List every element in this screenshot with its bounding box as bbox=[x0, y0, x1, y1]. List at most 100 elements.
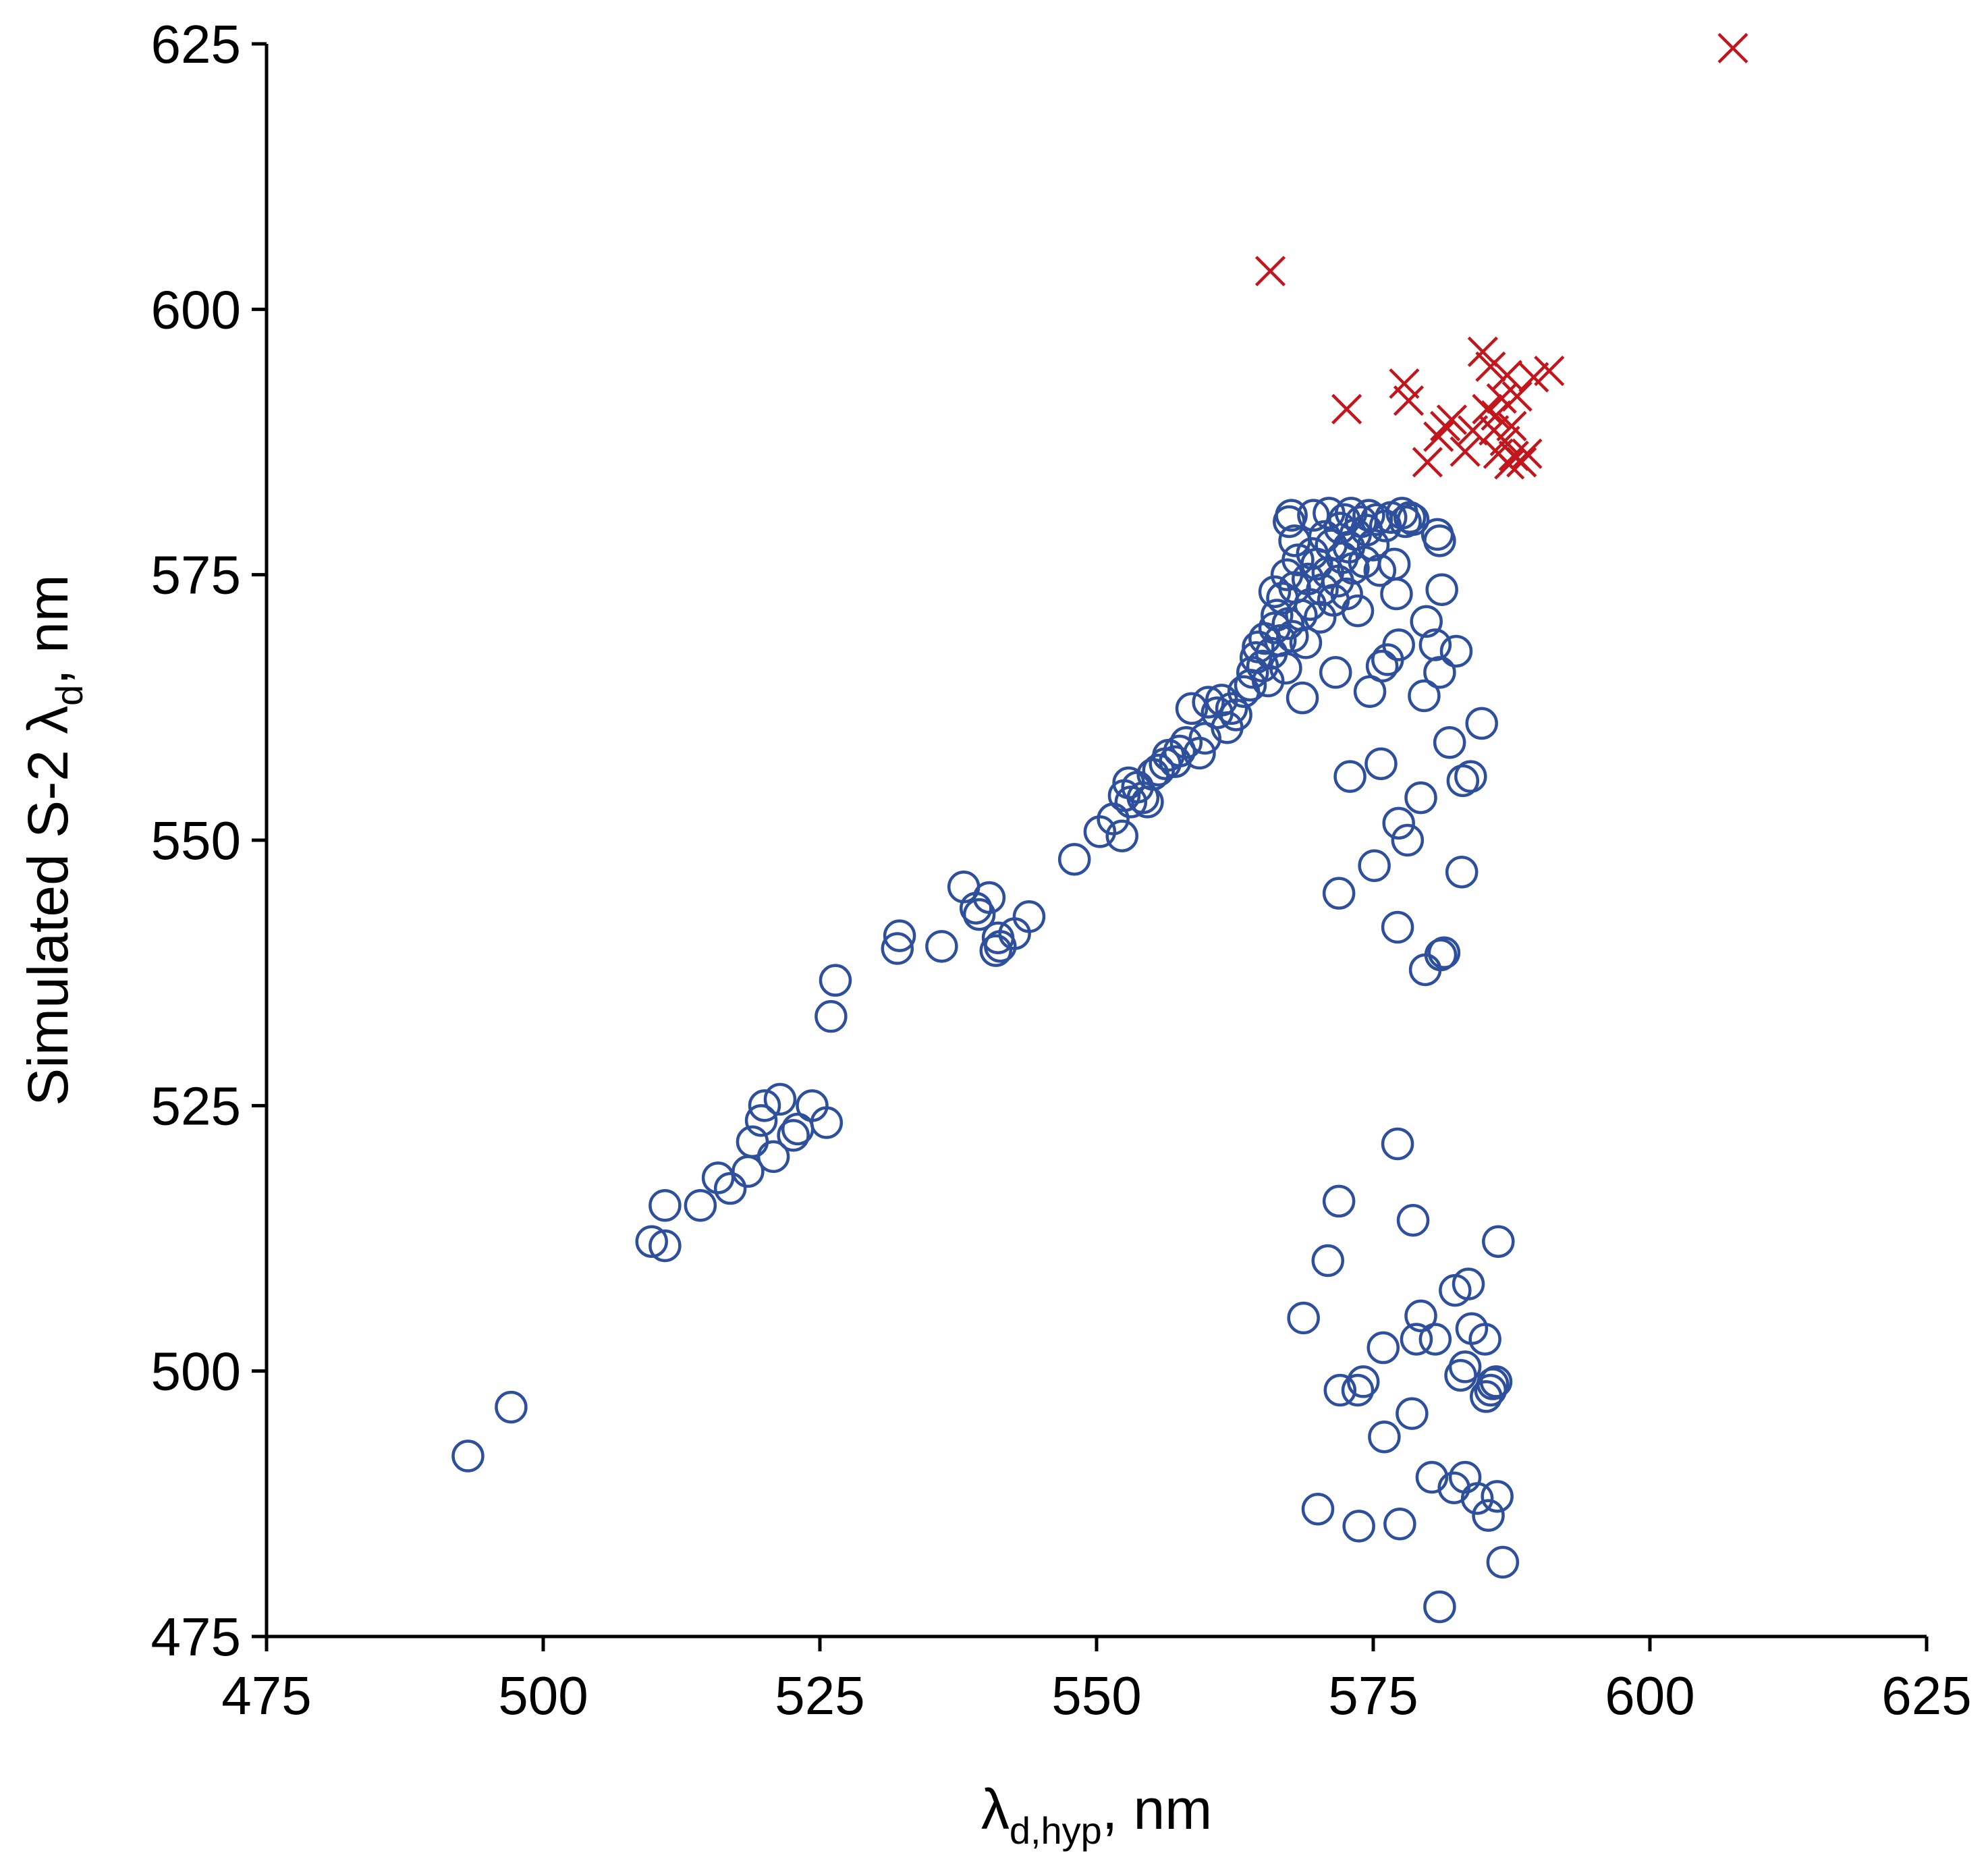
circle-point bbox=[1287, 1301, 1320, 1335]
circle-point bbox=[684, 1188, 717, 1222]
circle-point bbox=[1286, 681, 1319, 715]
circle-point bbox=[748, 1089, 781, 1122]
circle-point bbox=[1364, 747, 1398, 780]
x-tick-label: 600 bbox=[1605, 1666, 1694, 1726]
circle-point bbox=[1415, 1460, 1449, 1494]
circle-point bbox=[1391, 823, 1425, 857]
x-tick-label: 500 bbox=[498, 1666, 588, 1726]
circle-point bbox=[1381, 1127, 1414, 1161]
cross-point bbox=[1518, 362, 1549, 393]
circle-point bbox=[1452, 1267, 1485, 1300]
circle-point bbox=[1418, 1323, 1452, 1356]
circle-point bbox=[756, 1140, 790, 1174]
circle-point bbox=[1400, 1323, 1433, 1356]
circle-point bbox=[1465, 707, 1498, 740]
circle-point bbox=[1423, 524, 1456, 557]
circle-point bbox=[1396, 1204, 1430, 1237]
circle-point bbox=[1192, 686, 1225, 719]
x-tick-label: 525 bbox=[775, 1666, 864, 1726]
circle-point bbox=[1454, 760, 1487, 793]
circle-point bbox=[1330, 577, 1363, 611]
circle-point bbox=[1424, 938, 1458, 972]
cross-point bbox=[1494, 449, 1525, 480]
circle-point bbox=[925, 930, 958, 963]
circle-point bbox=[1281, 543, 1315, 576]
circle-point bbox=[1368, 1420, 1401, 1454]
y-tick-label: 525 bbox=[151, 1076, 241, 1136]
cross-series bbox=[1254, 32, 1748, 480]
circle-point bbox=[1297, 499, 1330, 532]
circle-point bbox=[814, 999, 848, 1033]
cross-point bbox=[1436, 404, 1468, 435]
circle-point bbox=[1163, 734, 1196, 768]
x-tick-label: 475 bbox=[221, 1666, 311, 1726]
circle-point bbox=[495, 1390, 528, 1424]
circle-point bbox=[1481, 1480, 1514, 1513]
x-axis-title: λd,hyp, nm bbox=[981, 1778, 1212, 1852]
circle-point bbox=[1482, 1225, 1515, 1258]
circle-point bbox=[810, 1106, 844, 1139]
y-tick-label: 625 bbox=[151, 14, 241, 74]
x-tick-label: 625 bbox=[1881, 1666, 1971, 1726]
y-tick-label: 475 bbox=[151, 1607, 241, 1667]
y-axis-title-suffix: , nm bbox=[16, 574, 80, 684]
circle-point bbox=[1423, 656, 1456, 689]
y-axis-title-sub: d bbox=[48, 685, 90, 706]
cross-point bbox=[1506, 447, 1537, 478]
circle-point bbox=[1215, 692, 1248, 725]
x-tick-label: 550 bbox=[1051, 1666, 1141, 1726]
circle-point bbox=[979, 934, 1013, 967]
circle-point bbox=[1433, 726, 1466, 759]
y-ticks: 475 500 525 550 575 600 625 bbox=[151, 14, 267, 1667]
circle-point bbox=[1363, 554, 1397, 587]
circle-point bbox=[1261, 599, 1294, 632]
circle-point bbox=[972, 881, 1006, 914]
cross-point bbox=[1717, 32, 1748, 63]
circle-point bbox=[1251, 664, 1285, 698]
circle-point bbox=[1445, 855, 1479, 889]
circle-point bbox=[1365, 649, 1399, 683]
circle-point bbox=[1472, 1499, 1505, 1532]
x-axis-title-main: λ bbox=[981, 1778, 1010, 1841]
y-axis-title-main: Simulated S-2 λ bbox=[16, 706, 80, 1106]
circle-point bbox=[1382, 628, 1415, 661]
cross-point bbox=[1472, 393, 1503, 424]
circle-point bbox=[763, 1082, 797, 1116]
x-ticks: 475 500 525 550 575 600 625 bbox=[221, 1637, 1972, 1726]
x-axis-title-suffix: , nm bbox=[1102, 1778, 1212, 1841]
circle-point bbox=[881, 932, 914, 965]
circle-point bbox=[1269, 651, 1302, 685]
circle-point bbox=[1358, 849, 1391, 883]
circle-point bbox=[1381, 910, 1414, 944]
circle-point bbox=[1289, 626, 1323, 659]
circle-point bbox=[1468, 1323, 1501, 1356]
cross-point bbox=[1449, 436, 1481, 467]
cross-point bbox=[1331, 393, 1362, 424]
circle-point bbox=[1346, 1365, 1380, 1398]
cross-point bbox=[1501, 381, 1533, 412]
circle-point bbox=[1323, 1373, 1357, 1407]
circle-point bbox=[819, 964, 852, 997]
circle-point bbox=[1474, 1373, 1508, 1407]
y-tick-label: 600 bbox=[151, 279, 241, 339]
circle-point bbox=[1105, 819, 1138, 852]
circle-point bbox=[1012, 900, 1046, 933]
circle-point bbox=[1448, 1350, 1482, 1383]
circle-point bbox=[1236, 656, 1269, 689]
circle-point bbox=[1396, 1397, 1429, 1430]
cross-point bbox=[1512, 438, 1543, 469]
circle-point bbox=[1175, 692, 1209, 725]
circle-point bbox=[1341, 594, 1375, 628]
cross-point bbox=[1254, 256, 1286, 287]
y-tick-label: 575 bbox=[151, 545, 241, 605]
circle-point bbox=[1219, 698, 1252, 732]
circle-point bbox=[1427, 936, 1461, 970]
circle-point bbox=[1423, 1590, 1456, 1624]
circle-series bbox=[451, 497, 1520, 1624]
circle-point bbox=[1126, 781, 1160, 815]
circle-point bbox=[1322, 1184, 1356, 1218]
circle-point bbox=[1380, 577, 1413, 611]
circle-point bbox=[1382, 806, 1415, 840]
circle-point bbox=[635, 1225, 668, 1258]
cross-point bbox=[1412, 447, 1443, 478]
